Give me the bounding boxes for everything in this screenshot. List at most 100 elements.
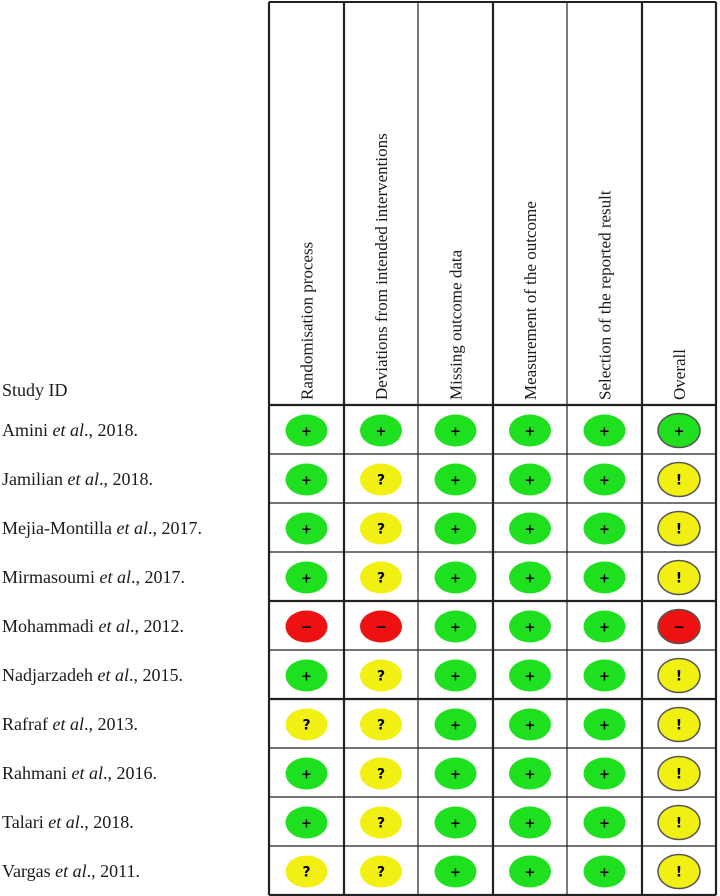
judgement-symbol: ? [302, 718, 310, 734]
study-label: Jamilian et al., 2018. [2, 469, 153, 489]
judgement-circle [434, 757, 477, 790]
judgement-mark-low: + [657, 412, 701, 449]
judgement-circle [509, 610, 551, 643]
judgement-symbol: ! [676, 767, 682, 783]
judgement-symbol: + [450, 768, 461, 783]
judgement-mark-low: + [434, 561, 477, 594]
judgement-symbol: + [376, 425, 387, 440]
judgement-circle [657, 608, 701, 645]
judgement-mark-low: + [583, 806, 626, 839]
judgement-mark-low: + [434, 463, 477, 496]
judgement-symbol: + [599, 572, 610, 587]
judgement-mark-low: + [509, 708, 551, 741]
judgement-circle [583, 561, 626, 594]
judgement-circle [583, 659, 626, 692]
judgement-mark-some: ? [360, 561, 402, 594]
judgement-mark-some: ! [657, 559, 701, 596]
judgement-mark-high: − [285, 610, 328, 643]
judgement-circle [657, 657, 701, 694]
judgement-circle [583, 512, 626, 545]
judgement-symbol: ? [377, 669, 385, 685]
study-label: Mejia-Montilla et al., 2017. [2, 518, 202, 538]
judgement-symbol: + [450, 523, 461, 538]
judgement-symbol: + [450, 425, 461, 440]
judgement-symbol: ! [676, 473, 682, 489]
judgement-symbol: ? [377, 473, 385, 489]
judgement-mark-low: + [583, 512, 626, 545]
judgement-mark-high: − [360, 610, 402, 643]
column-header-3: Missing outcome data [447, 249, 466, 400]
study-label: Nadjarzadeh et al., 2015. [2, 665, 183, 685]
judgement-symbol: + [525, 523, 536, 538]
judgement-circle [657, 412, 701, 449]
judgement-circle [509, 512, 551, 545]
judgement-mark-some: ! [657, 657, 701, 694]
judgement-circle [509, 757, 551, 790]
study-label: Talari et al., 2018. [2, 812, 134, 832]
judgement-circle [583, 757, 626, 790]
study-label: Mirmasoumi et al., 2017. [2, 567, 185, 587]
judgement-circle [360, 561, 402, 594]
judgement-symbol: + [450, 621, 461, 636]
judgement-symbol: + [450, 719, 461, 734]
judgement-symbol: + [525, 572, 536, 587]
judgement-circle [583, 806, 626, 839]
judgement-symbol: + [599, 523, 610, 538]
judgement-circle [657, 706, 701, 743]
judgement-circle [657, 461, 701, 498]
judgement-mark-low: + [583, 561, 626, 594]
judgement-symbol: + [525, 866, 536, 881]
judgement-mark-low: + [509, 414, 551, 447]
judgement-mark-low: + [434, 708, 477, 741]
judgement-mark-low: + [285, 659, 328, 692]
judgement-symbol: + [599, 719, 610, 734]
judgement-symbol: + [599, 817, 610, 832]
judgement-symbol: ? [377, 718, 385, 734]
judgement-symbol: + [599, 474, 610, 489]
judgement-mark-low: + [583, 659, 626, 692]
judgement-symbol: + [450, 572, 461, 587]
judgement-circle [657, 510, 701, 547]
judgement-circle [509, 659, 551, 692]
judgement-symbol: ! [676, 865, 682, 881]
judgement-mark-low: + [509, 757, 551, 790]
judgement-circle [434, 561, 477, 594]
judgement-circle [583, 463, 626, 496]
judgement-circle [583, 855, 626, 888]
judgement-circle [285, 561, 328, 594]
judgement-circle [509, 414, 551, 447]
judgement-circle [285, 659, 328, 692]
judgement-circle [360, 463, 402, 496]
judgement-mark-some: ? [285, 855, 328, 888]
judgement-mark-some: ! [657, 706, 701, 743]
judgement-symbol: − [375, 620, 387, 636]
judgement-mark-some: ! [657, 853, 701, 890]
judgement-mark-low: + [583, 463, 626, 496]
judgement-symbol: + [525, 474, 536, 489]
judgement-symbol: + [525, 425, 536, 440]
judgement-mark-low: + [509, 512, 551, 545]
judgement-mark-low: + [434, 757, 477, 790]
judgement-mark-some: ? [360, 708, 402, 741]
judgement-symbol: + [525, 768, 536, 783]
judgement-circle [360, 806, 402, 839]
judgement-symbol: ! [676, 718, 682, 734]
judgement-symbol: + [301, 670, 312, 685]
judgement-circle [657, 755, 701, 792]
judgement-circle [434, 659, 477, 692]
judgement-mark-some: ! [657, 804, 701, 841]
judgement-symbol: + [450, 817, 461, 832]
judgement-symbol: ? [377, 865, 385, 881]
judgement-circle [434, 806, 477, 839]
judgement-circle [360, 708, 402, 741]
judgement-mark-low: + [434, 610, 477, 643]
judgement-circle [509, 806, 551, 839]
table-grid [267, 1, 718, 896]
judgement-circle [434, 708, 477, 741]
judgement-mark-low: + [583, 414, 626, 447]
judgement-symbol: ? [377, 816, 385, 832]
judgement-circle [434, 610, 477, 643]
judgement-circle [360, 414, 402, 447]
judgement-mark-low: + [434, 512, 477, 545]
judgement-circle [285, 463, 328, 496]
